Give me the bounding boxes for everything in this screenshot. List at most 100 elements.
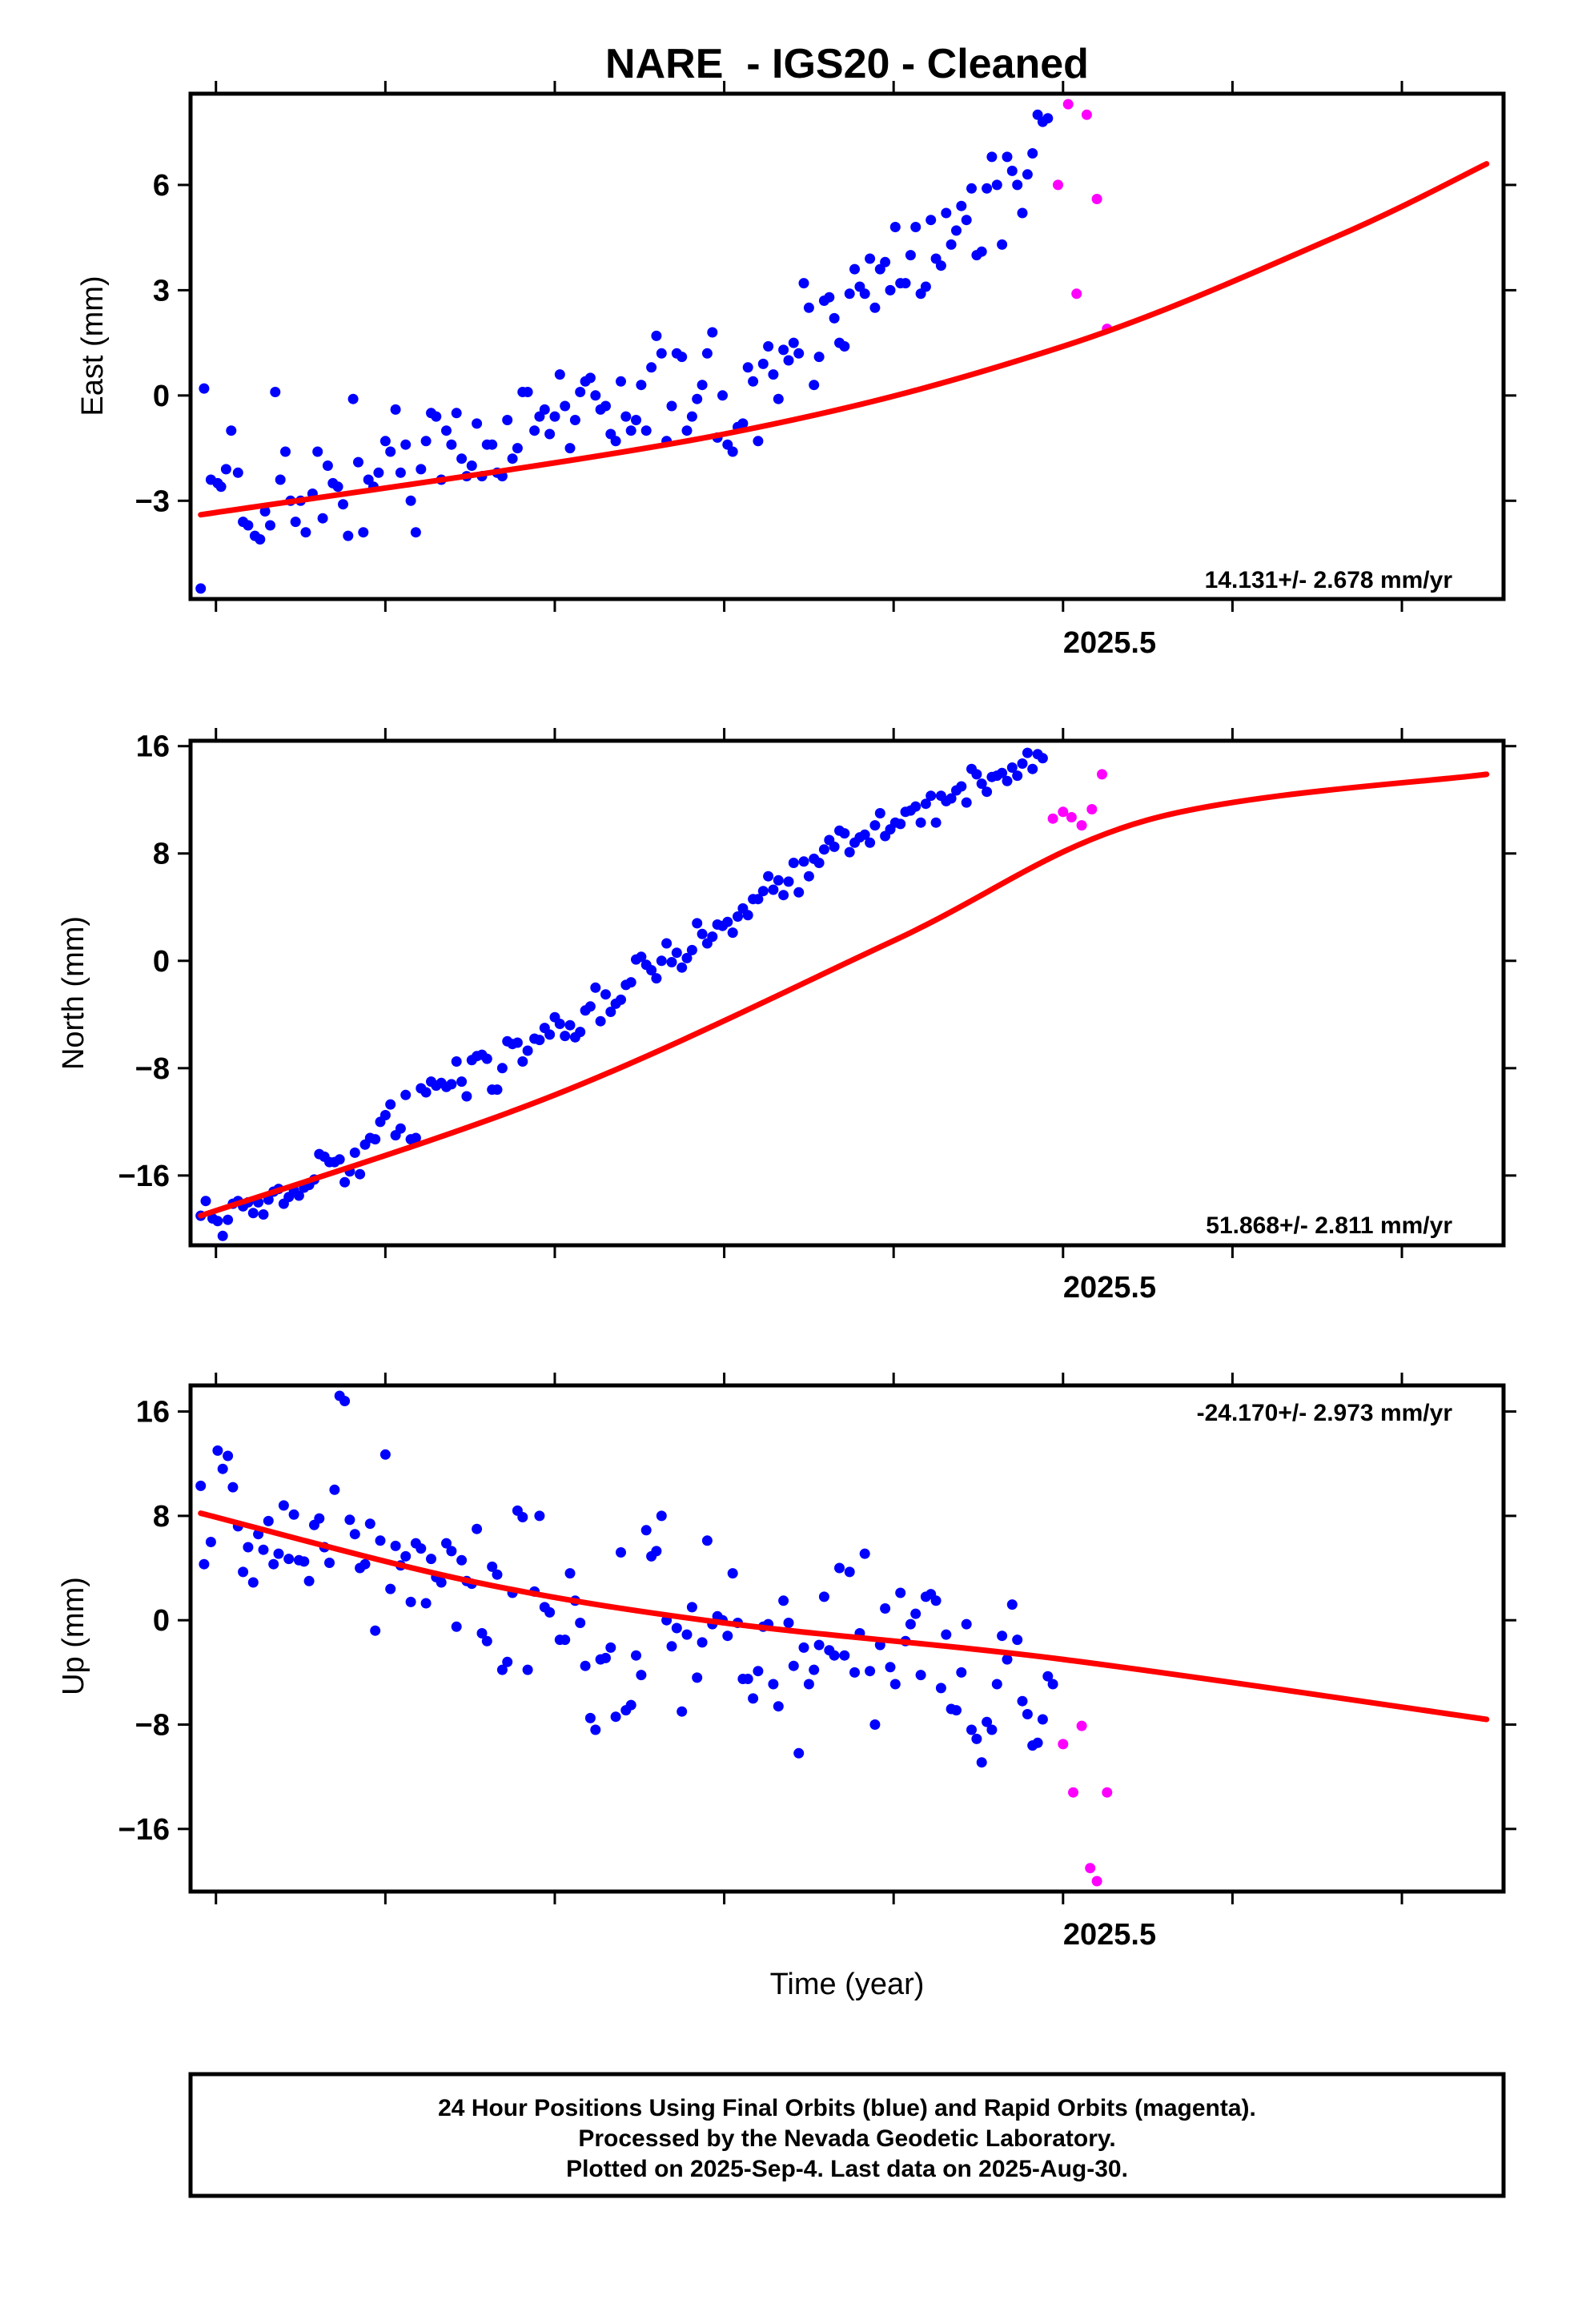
east-final-point	[991, 179, 1002, 191]
up-final-point	[263, 1515, 274, 1526]
east-final-point	[763, 341, 774, 352]
up-final-point	[742, 1674, 753, 1684]
east-final-point	[636, 380, 647, 391]
north-rapid-point	[1086, 804, 1098, 814]
north-final-point	[798, 856, 809, 867]
east-final-point	[560, 400, 571, 412]
east-final-point	[255, 534, 266, 545]
north-final-point	[636, 951, 647, 963]
up-final-point	[1002, 1654, 1013, 1665]
up-final-point	[885, 1662, 896, 1673]
up-final-point	[223, 1450, 234, 1462]
north-final-point	[461, 1091, 472, 1102]
up-rapid-point	[1091, 1876, 1102, 1887]
up-final-point	[283, 1554, 295, 1565]
north-final-point	[839, 828, 850, 839]
east-rapid-point	[1053, 179, 1063, 191]
east-final-point	[640, 425, 652, 436]
east-final-point	[651, 330, 662, 341]
east-final-point	[441, 425, 452, 436]
east-final-point	[446, 439, 457, 450]
east-final-point	[920, 281, 931, 292]
up-final-point	[339, 1396, 351, 1406]
up-final-point	[405, 1596, 416, 1607]
north-rapid-point	[1097, 769, 1107, 780]
east-ytick-label: 6	[153, 169, 170, 203]
east-final-point	[312, 446, 323, 457]
north-final-point	[707, 931, 718, 943]
up-ytick-label: −8	[135, 1709, 170, 1743]
up-final-point	[951, 1705, 962, 1716]
up-rapid-point	[1068, 1787, 1078, 1798]
north-ylabel: North (mm)	[57, 916, 90, 1070]
north-final-point	[496, 1063, 508, 1074]
east-final-point	[620, 411, 632, 422]
east-rapid-point	[1081, 109, 1092, 120]
north-final-point	[697, 928, 708, 939]
east-final-point	[865, 253, 876, 264]
north-final-point	[722, 916, 733, 927]
up-ylabel: Up (mm)	[57, 1577, 90, 1695]
north-ytick-label: 16	[136, 730, 170, 764]
up-final-point	[288, 1509, 299, 1520]
north-final-point	[512, 1037, 523, 1048]
up-final-point	[217, 1463, 228, 1474]
north-final-point	[686, 944, 697, 955]
east-final-point	[487, 439, 498, 450]
east-final-point	[757, 358, 769, 369]
north-final-point	[481, 1053, 492, 1064]
up-final-point	[997, 1630, 1008, 1642]
north-final-point	[349, 1147, 360, 1158]
east-final-point	[420, 436, 432, 447]
north-final-point	[788, 858, 799, 868]
up-final-point	[803, 1679, 814, 1690]
up-final-point	[600, 1652, 611, 1663]
east-final-point	[717, 390, 728, 401]
north-final-point	[783, 876, 794, 887]
east-final-point	[803, 302, 814, 313]
up-final-point	[605, 1642, 616, 1653]
up-final-point	[778, 1595, 789, 1606]
east-final-point	[1017, 207, 1028, 219]
north-final-point	[910, 801, 921, 812]
north-final-point	[575, 1027, 586, 1038]
east-final-point	[880, 256, 891, 267]
up-final-point	[813, 1639, 825, 1651]
up-final-point	[1037, 1714, 1048, 1725]
east-final-point	[941, 207, 952, 219]
east-x-tick-label: 2025.5	[1063, 626, 1156, 660]
north-final-point	[976, 778, 987, 790]
east-final-point	[859, 288, 870, 300]
east-final-point	[275, 474, 286, 485]
up-final-point	[227, 1482, 239, 1493]
east-ytick-label: 0	[153, 380, 170, 413]
figure-title: NARE - IGS20 - Cleaned	[605, 41, 1089, 87]
up-final-point	[697, 1637, 708, 1648]
up-final-point	[692, 1672, 703, 1683]
north-final-point	[733, 911, 743, 922]
up-final-point	[584, 1712, 596, 1723]
north-final-point	[600, 989, 611, 1000]
east-final-point	[332, 481, 343, 493]
north-final-point	[773, 875, 784, 886]
east-final-point	[646, 362, 657, 373]
up-final-point	[560, 1634, 571, 1646]
east-final-point	[686, 411, 697, 422]
north-final-point	[379, 1110, 391, 1120]
east-final-point	[300, 527, 311, 538]
east-final-point	[910, 222, 921, 232]
north-final-point	[661, 938, 673, 949]
up-final-point	[564, 1568, 576, 1579]
east-rapid-point	[1071, 288, 1082, 300]
up-final-point	[961, 1618, 972, 1630]
east-final-point	[199, 383, 210, 394]
up-final-point	[982, 1716, 993, 1727]
east-final-point	[961, 215, 972, 226]
up-final-point	[580, 1660, 591, 1671]
north-final-point	[212, 1216, 223, 1227]
up-final-point	[379, 1449, 391, 1460]
up-ytick-label: 8	[153, 1500, 170, 1534]
up-ytick-label: 0	[153, 1604, 170, 1638]
up-final-point	[349, 1529, 360, 1540]
north-final-point	[778, 890, 789, 901]
